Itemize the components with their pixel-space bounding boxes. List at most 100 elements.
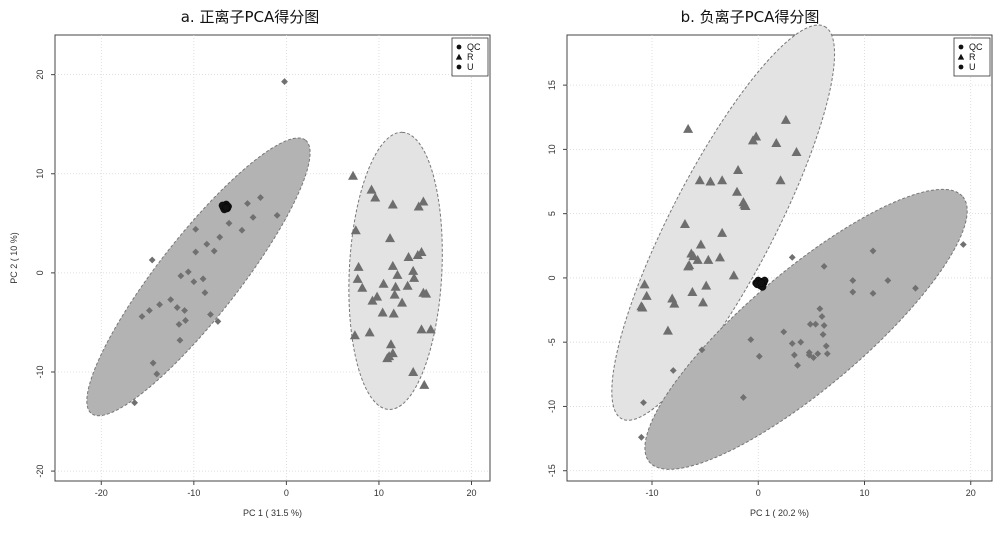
legend-label-qc: QC [467,42,481,52]
chart-title-b: b. 负离子PCA得分图 [680,8,820,26]
x-tick-label: 10 [374,488,384,498]
x-axis-label: PC 1 ( 31.5 %) [243,508,302,518]
data-point-r [687,287,698,297]
data-point-u [869,247,877,255]
data-point-r [641,290,652,300]
data-point-r [349,330,360,340]
data-point-r [388,308,399,318]
data-point-u [138,313,146,320]
data-point-u [814,350,822,358]
data-point-u [849,277,857,284]
data-point-u [747,336,755,344]
data-point-u [153,370,161,378]
legend-label-u: U [467,62,474,72]
data-point-u [797,338,805,346]
data-point-u [669,367,677,374]
data-point-r [694,175,705,185]
legend-label-qc: QC [969,42,983,52]
data-point-u [257,194,264,201]
data-point-u [238,226,246,234]
data-point-u [823,350,831,358]
data-point-u [788,340,796,347]
legend-marker-r [455,53,463,60]
legend-marker-r [957,53,965,60]
x-tick-label: -10 [645,488,658,498]
data-point-u [780,328,788,336]
y-tick-label: 10 [35,169,45,179]
data-point-u [210,247,218,255]
data-point-u [805,351,813,359]
x-tick-label: -20 [95,488,108,498]
legend-marker-u [958,64,964,70]
data-point-u [794,361,801,369]
data-point-r [367,295,378,305]
data-point-u [822,342,830,350]
data-point-u [739,394,747,401]
y-tick-label: 20 [35,70,45,80]
y-tick-label: 15 [547,80,557,90]
data-point-r [408,366,419,376]
data-point-r [392,269,403,279]
data-point-u [175,321,183,328]
data-point-r [378,278,389,288]
data-point-u [131,399,138,407]
data-point-r [389,289,400,299]
data-point-r [348,170,359,180]
data-point-r [403,252,414,262]
data-point-u [810,354,817,362]
data-point-r [353,261,364,271]
confidence-ellipse-r [611,24,836,421]
data-point-r [698,297,708,307]
data-point-u [214,318,222,325]
legend-marker-u [456,64,462,70]
legend-label-u: U [969,62,976,72]
data-point-r [683,261,694,271]
data-point-r [683,123,694,133]
chart-title-a: a. 正离子PCA得分图 [180,8,320,26]
data-point-u [820,262,828,270]
x-axis-label: PC 1 ( 20.2 %) [750,508,809,518]
data-point-r [416,324,427,334]
data-point-r [791,146,802,156]
data-point-u [207,311,214,318]
y-tick-label: -10 [35,365,45,378]
data-point-r [679,218,690,228]
data-point-r [357,282,368,292]
data-point-r [412,250,423,260]
legend-label-r: R [969,52,976,62]
confidence-ellipse-u [86,137,311,417]
data-point-r [382,353,393,363]
data-point-r [717,227,728,237]
x-tick-label: 20 [966,488,976,498]
y-tick-label: -20 [35,465,45,478]
data-point-u [959,241,967,248]
data-point-u [173,304,181,311]
legend-marker-qc [456,44,462,50]
legend-label-r: R [467,52,474,62]
data-point-r [669,298,680,308]
data-point-r [639,279,650,289]
data-point-u [912,284,919,292]
data-point-r [733,164,744,174]
y-axis-label: PC 2 ( 10 %) [9,232,19,284]
y-tick-label: 5 [547,211,557,216]
data-point-r [688,251,699,261]
data-point-r [372,291,383,301]
data-point-u [148,256,156,264]
data-point-r [662,325,673,335]
data-point-u [192,248,200,256]
data-point-r [413,201,424,211]
data-point-r [409,272,420,282]
x-tick-label: 0 [284,488,289,498]
data-point-u [869,289,877,297]
data-point-r [421,288,432,298]
x-tick-label: 10 [859,488,869,498]
data-point-r [717,175,728,185]
data-point-u [755,352,763,360]
data-point-r [387,260,398,270]
data-point-u [790,351,798,359]
data-point-r [780,114,791,124]
data-point-u [244,200,251,207]
data-point-r [715,252,725,262]
data-point-r [695,239,706,249]
